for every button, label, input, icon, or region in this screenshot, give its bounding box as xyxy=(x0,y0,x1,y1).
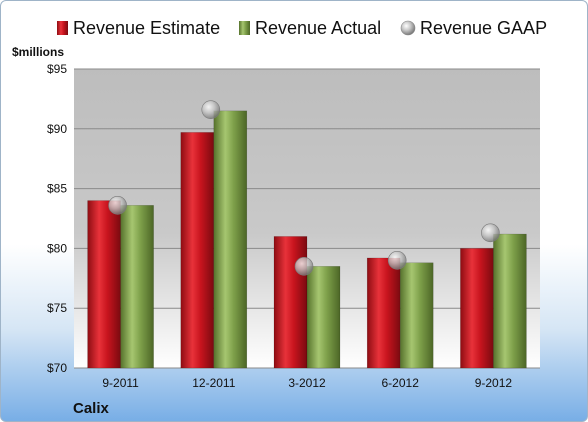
legend-item-gaap[interactable]: Revenue GAAP xyxy=(400,18,547,38)
bar-revenue-estimate[interactable] xyxy=(460,248,494,369)
legend-item-actual[interactable]: Revenue Actual xyxy=(239,18,381,38)
bar-revenue-estimate[interactable] xyxy=(180,132,215,369)
y-axis-ticks: $70 $75 $80 $85 $90 $95 xyxy=(47,62,67,375)
legend-swatch-actual xyxy=(239,21,250,35)
bar-revenue-actual[interactable] xyxy=(306,266,341,369)
bars xyxy=(87,110,527,369)
bar-revenue-actual[interactable] xyxy=(213,110,248,369)
bar-revenue-estimate[interactable] xyxy=(366,257,401,369)
marker-revenue-gaap[interactable] xyxy=(387,251,407,270)
y-tick-label: $75 xyxy=(47,301,67,315)
legend-item-estimate[interactable]: Revenue Estimate xyxy=(57,18,220,38)
gaap-markers xyxy=(108,100,500,276)
legend-swatch-estimate xyxy=(57,21,68,35)
bar-revenue-actual[interactable] xyxy=(120,205,154,369)
legend-label-gaap: Revenue GAAP xyxy=(420,18,547,38)
marker-revenue-gaap[interactable] xyxy=(481,223,500,243)
y-tick-label: $80 xyxy=(47,241,67,255)
x-tick-label: 9-2011 xyxy=(102,376,139,390)
y-tick-label: $70 xyxy=(47,361,67,375)
company-label: Calix xyxy=(73,400,110,417)
y-tick-label: $85 xyxy=(47,182,67,196)
bar-revenue-actual[interactable] xyxy=(399,262,434,369)
legend-swatch-gaap xyxy=(400,20,416,36)
y-tick-label: $90 xyxy=(47,122,67,136)
y-tick-label: $95 xyxy=(47,62,67,76)
marker-revenue-gaap[interactable] xyxy=(201,100,221,119)
x-tick-label: 6-2012 xyxy=(382,376,420,390)
bar-revenue-actual[interactable] xyxy=(493,233,527,369)
x-tick-label: 9-2012 xyxy=(475,376,513,390)
legend-label-estimate: Revenue Estimate xyxy=(73,18,220,38)
x-tick-label: 3-2012 xyxy=(288,376,326,390)
legend: Revenue Estimate Revenue Actual Revenue … xyxy=(57,18,547,38)
legend-label-actual: Revenue Actual xyxy=(255,18,381,38)
y-axis-unit-label: $millions xyxy=(12,45,64,59)
bar-revenue-estimate[interactable] xyxy=(273,236,308,369)
x-tick-label: 12-2011 xyxy=(192,376,235,390)
bar-revenue-estimate[interactable] xyxy=(87,200,121,369)
x-axis-ticks: 9-2011 12-2011 3-2012 6-2012 9-2012 xyxy=(102,376,512,390)
marker-revenue-gaap[interactable] xyxy=(294,257,314,276)
marker-revenue-gaap[interactable] xyxy=(108,196,127,215)
